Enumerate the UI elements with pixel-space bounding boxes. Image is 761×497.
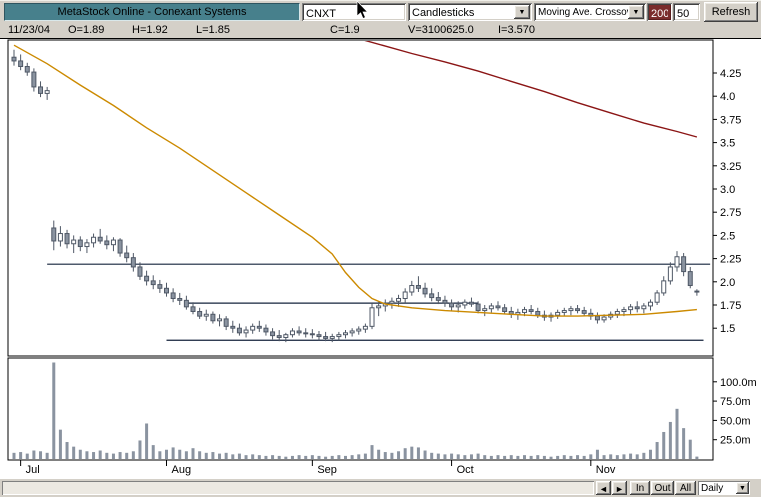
- main-toolbar: MetaStock Online - Conexant Systems Cand…: [0, 0, 761, 22]
- window-title: MetaStock Online - Conexant Systems: [4, 3, 300, 21]
- svg-text:2.25: 2.25: [720, 254, 741, 266]
- svg-text:75.0m: 75.0m: [720, 396, 751, 408]
- svg-text:1.5: 1.5: [720, 323, 735, 335]
- svg-text:3.75: 3.75: [720, 114, 741, 126]
- svg-text:3.0: 3.0: [720, 184, 735, 196]
- quote-indicator-value: I=3.570: [498, 24, 536, 36]
- chart-type-value: Candlesticks: [412, 6, 475, 19]
- svg-text:3.5: 3.5: [720, 138, 735, 150]
- chevron-down-icon[interactable]: ▼: [514, 5, 530, 19]
- window-title-text: MetaStock Online - Conexant Systems: [57, 6, 247, 18]
- svg-text:50.0m: 50.0m: [720, 415, 751, 427]
- price-pane: [7, 39, 714, 357]
- ma-fast-line: [13, 44, 697, 317]
- quote-close: C=1.9: [330, 24, 360, 36]
- volume-axis: 100.0m 75.0m 50.0m 25.0m: [713, 377, 757, 447]
- horizontal-scrollbar[interactable]: [2, 481, 594, 495]
- svg-text:100.0m: 100.0m: [720, 377, 757, 389]
- chevron-down-icon[interactable]: ▼: [628, 5, 644, 19]
- svg-text:Oct: Oct: [457, 464, 474, 476]
- scroll-left-button[interactable]: ◄: [596, 481, 611, 495]
- quote-low: L=1.85: [196, 24, 230, 36]
- price-axis: 4.25 4.0 3.75 3.5 3.25 3.0 2.75 2.5 2.25 2.0 1.75 1…: [713, 68, 741, 335]
- ticker-input[interactable]: [302, 3, 406, 21]
- svg-text:25.0m: 25.0m: [720, 435, 751, 447]
- time-axis: Jul Aug Sep Oct Nov: [20, 460, 616, 476]
- indicator-value: Moving Ave. Crossover: [538, 7, 628, 18]
- bottom-toolbar: ◄ ► In Out All Daily ▼: [0, 479, 761, 497]
- periodicity-value: Daily: [701, 482, 724, 494]
- svg-text:Aug: Aug: [171, 464, 191, 476]
- svg-text:2.0: 2.0: [720, 277, 735, 289]
- svg-text:Sep: Sep: [317, 464, 337, 476]
- quote-info-bar: 11/23/04 O=1.89 H=1.92 L=1.85 C=1.9 V=31…: [0, 22, 761, 39]
- svg-text:1.75: 1.75: [720, 300, 741, 312]
- indicator-param1-input[interactable]: [647, 3, 672, 21]
- periodicity-select[interactable]: Daily ▼: [698, 481, 750, 495]
- indicator-select[interactable]: Moving Ave. Crossover ▼: [534, 3, 646, 21]
- svg-text:4.25: 4.25: [720, 68, 741, 80]
- stock-chart[interactable]: 4.25 4.0 3.75 3.5 3.25 3.0 2.75 2.5 2.25 2.0 1.75 1…: [0, 39, 761, 479]
- chart-area[interactable]: 4.25 4.0 3.75 3.5 3.25 3.0 2.75 2.5 2.25 2.0 1.75 1…: [0, 39, 761, 479]
- zoom-all-button[interactable]: All: [675, 481, 696, 495]
- svg-text:Jul: Jul: [26, 464, 40, 476]
- volume-layer: [12, 362, 699, 459]
- indicator-param2-input[interactable]: [673, 3, 700, 21]
- svg-text:2.5: 2.5: [720, 230, 735, 242]
- scroll-right-button[interactable]: ►: [612, 481, 627, 495]
- zoom-in-button[interactable]: In: [630, 481, 650, 495]
- volume-pane: [7, 357, 714, 461]
- quote-date: 11/23/04: [8, 24, 51, 36]
- svg-text:3.25: 3.25: [720, 161, 741, 173]
- zoom-out-button[interactable]: Out: [651, 481, 674, 495]
- chart-type-select[interactable]: Candlesticks ▼: [408, 3, 532, 21]
- svg-text:Nov: Nov: [596, 464, 616, 476]
- svg-text:4.0: 4.0: [720, 91, 735, 103]
- trendlines-layer: [47, 263, 711, 341]
- chevron-down-icon[interactable]: ▼: [736, 482, 749, 494]
- svg-text:2.75: 2.75: [720, 207, 741, 219]
- ma-slow-line: [364, 41, 698, 138]
- quote-open: O=1.89: [68, 24, 105, 36]
- quote-high: H=1.92: [132, 24, 168, 36]
- quote-volume: V=3100625.0: [408, 24, 474, 36]
- refresh-button[interactable]: Refresh: [704, 2, 758, 22]
